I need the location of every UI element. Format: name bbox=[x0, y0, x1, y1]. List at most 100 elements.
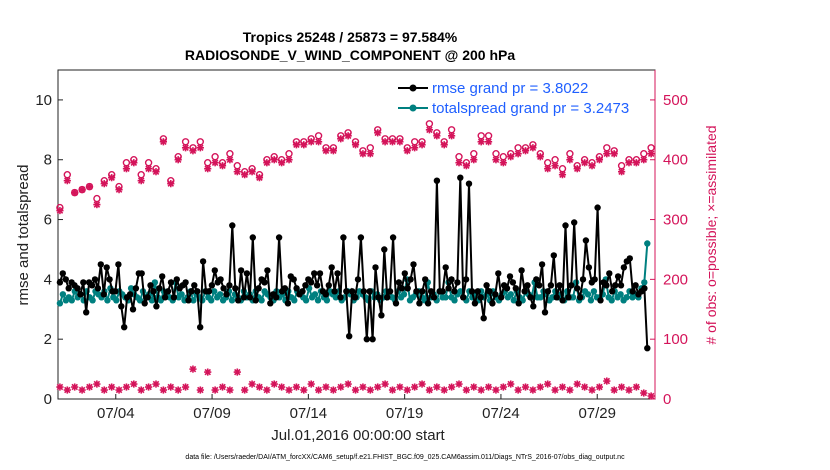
series-point-0 bbox=[363, 336, 370, 343]
series-point-0 bbox=[515, 300, 522, 307]
series-point-0 bbox=[404, 285, 411, 292]
series-point-0 bbox=[346, 333, 353, 340]
series-point-0 bbox=[65, 285, 72, 292]
series-point-0 bbox=[293, 285, 300, 292]
series-point-0 bbox=[56, 279, 64, 286]
series-point-0 bbox=[460, 294, 467, 301]
series-point-0 bbox=[208, 282, 216, 289]
series-point-0 bbox=[495, 270, 502, 277]
obs-star-3 bbox=[218, 162, 227, 170]
series-point-1 bbox=[623, 294, 630, 301]
series-point-0 bbox=[351, 294, 359, 301]
series-point-1 bbox=[311, 291, 319, 298]
obs-star-4 bbox=[625, 386, 633, 394]
obs-star-4 bbox=[189, 365, 197, 373]
obs-star-3 bbox=[85, 183, 94, 191]
series-point-0 bbox=[144, 294, 151, 301]
obs-star-3 bbox=[167, 180, 175, 188]
legend-spread-marker bbox=[409, 104, 417, 112]
right-tick-label: 100 bbox=[663, 331, 688, 348]
series-point-0 bbox=[103, 264, 110, 271]
series-point-1 bbox=[323, 297, 331, 304]
x-tick-label: 07/14 bbox=[290, 405, 328, 422]
obs-star-4 bbox=[425, 386, 434, 394]
obs-star-3 bbox=[595, 156, 604, 164]
obs-star-4 bbox=[255, 383, 264, 391]
obs-star-4 bbox=[211, 386, 219, 394]
obs-star-4 bbox=[322, 383, 330, 391]
series-point-0 bbox=[349, 288, 356, 295]
obs-star-4 bbox=[470, 383, 478, 391]
series-point-0 bbox=[267, 300, 274, 307]
left-tick-label: 2 bbox=[44, 331, 52, 348]
series-point-0 bbox=[185, 297, 192, 304]
series-point-1 bbox=[587, 297, 595, 304]
series-point-0 bbox=[614, 273, 622, 280]
obs-star-3 bbox=[425, 126, 434, 134]
right-tick-label: 200 bbox=[663, 271, 688, 288]
obs-star-4 bbox=[122, 383, 131, 391]
series-point-0 bbox=[565, 294, 572, 301]
series-point-0 bbox=[197, 324, 204, 331]
series-point-0 bbox=[372, 264, 379, 271]
obs-star-3 bbox=[56, 206, 64, 215]
series-point-0 bbox=[503, 285, 511, 292]
series-point-0 bbox=[381, 246, 388, 253]
obs-star-3 bbox=[263, 159, 271, 167]
series-point-1 bbox=[314, 297, 322, 304]
series-point-0 bbox=[340, 234, 347, 241]
series-point-1 bbox=[216, 291, 224, 298]
obs-star-4 bbox=[603, 377, 611, 385]
series-point-0 bbox=[138, 270, 145, 277]
obs-star-3 bbox=[329, 147, 337, 155]
obs-star-3 bbox=[211, 159, 219, 167]
left-tick-label: 4 bbox=[44, 271, 52, 288]
obs-star-3 bbox=[433, 132, 441, 140]
series-point-0 bbox=[375, 294, 382, 301]
series-point-1 bbox=[228, 297, 236, 304]
obs-star-3 bbox=[145, 165, 153, 173]
series-point-0 bbox=[533, 276, 540, 283]
series-point-0 bbox=[156, 285, 163, 292]
series-point-1 bbox=[211, 288, 218, 295]
obs-star-4 bbox=[462, 386, 470, 394]
series-point-1 bbox=[59, 291, 67, 298]
left-tick-label: 8 bbox=[44, 152, 52, 169]
obs-star-3 bbox=[226, 156, 234, 164]
series-point-1 bbox=[68, 297, 76, 304]
series-point-0 bbox=[556, 282, 563, 289]
series-point-0 bbox=[384, 294, 391, 301]
obs-star-3 bbox=[314, 138, 323, 146]
chart-title: Tropics 25248 / 25873 = 97.584% bbox=[243, 29, 458, 45]
series-point-0 bbox=[553, 294, 560, 301]
obs-star-3 bbox=[241, 171, 249, 179]
obs-star-4 bbox=[433, 383, 441, 391]
obs-star-4 bbox=[226, 386, 234, 394]
obs-star-4 bbox=[588, 386, 596, 394]
obs-star-3 bbox=[137, 177, 145, 185]
obs-star-4 bbox=[507, 380, 515, 388]
series-point-0 bbox=[331, 288, 338, 295]
series-point-0 bbox=[308, 279, 315, 286]
series-point-0 bbox=[492, 291, 499, 298]
obs-star-4 bbox=[617, 383, 626, 391]
series-point-0 bbox=[62, 276, 69, 283]
series-point-0 bbox=[252, 297, 259, 304]
series-point-0 bbox=[644, 345, 651, 352]
series-point-0 bbox=[220, 285, 227, 292]
obs-star-4 bbox=[78, 386, 86, 394]
obs-star-4 bbox=[477, 386, 485, 394]
obs-star-3 bbox=[396, 138, 404, 146]
series-point-0 bbox=[223, 291, 230, 298]
obs-star-4 bbox=[167, 383, 175, 391]
x-tick-label: 07/19 bbox=[386, 405, 424, 422]
obs-star-3 bbox=[204, 165, 212, 173]
obs-star-3 bbox=[521, 147, 530, 155]
series-point-0 bbox=[311, 270, 318, 277]
obs-star-4 bbox=[440, 386, 448, 394]
series-point-0 bbox=[59, 270, 66, 277]
series-point-0 bbox=[188, 288, 195, 295]
series-point-0 bbox=[316, 270, 324, 277]
left-axis-label: rmse and totalspread bbox=[15, 165, 32, 306]
series-point-0 bbox=[360, 288, 367, 295]
